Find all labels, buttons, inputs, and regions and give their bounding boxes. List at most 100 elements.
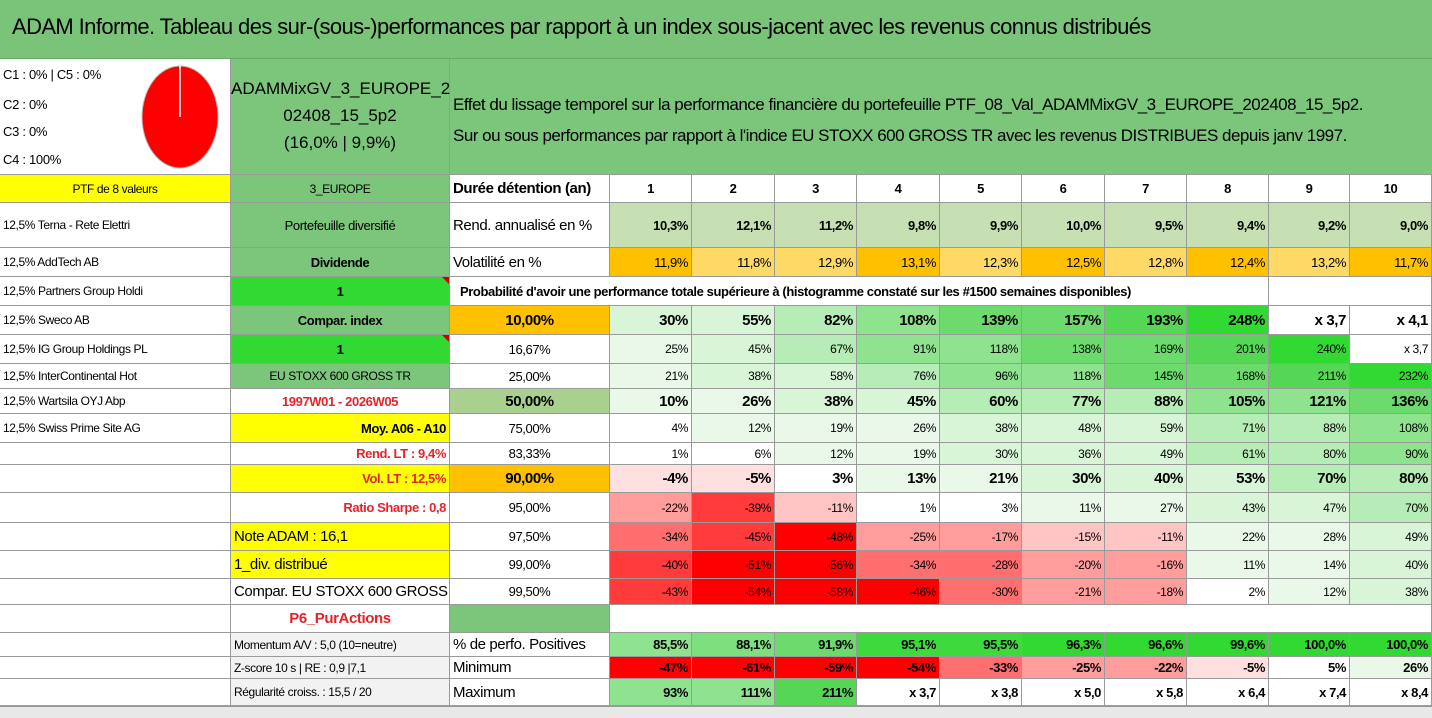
probability-level: 16,67% <box>450 335 610 364</box>
probability-value: 136% <box>1350 389 1432 414</box>
maximum-value: x 5,8 <box>1105 679 1187 706</box>
probability-value: 40% <box>1105 465 1187 493</box>
probability-value: -17% <box>940 523 1022 551</box>
duration-label: Durée détention (an) <box>450 175 610 203</box>
probability-value: 40% <box>1350 551 1432 579</box>
empty-cell <box>0 605 231 633</box>
probability-value: 2% <box>1187 579 1269 605</box>
probability-value: -43% <box>610 579 692 605</box>
probability-value: -34% <box>857 551 940 579</box>
probability-value: 88% <box>1105 389 1187 414</box>
probability-value: 118% <box>1022 364 1105 389</box>
probability-value: 19% <box>775 414 857 443</box>
region-label: 3_EUROPE <box>231 175 450 203</box>
vol-value: 11,8% <box>692 248 775 277</box>
probability-value: 70% <box>1269 465 1350 493</box>
rend-value: 10,0% <box>1022 203 1105 248</box>
probability-value: 71% <box>1187 414 1269 443</box>
empty-cell <box>0 523 231 551</box>
allocation-pie-chart <box>141 65 219 169</box>
year-header: 5 <box>940 175 1022 203</box>
probability-value: 38% <box>1350 579 1432 605</box>
probability-value: 1% <box>610 443 692 465</box>
probability-value: 61% <box>1187 443 1269 465</box>
probability-value: 118% <box>940 335 1022 364</box>
probability-value: 157% <box>1022 306 1105 335</box>
holding-item: 12,5% Partners Group Holdi <box>0 277 231 306</box>
vol-value: 13,2% <box>1269 248 1350 277</box>
probability-value: 168% <box>1187 364 1269 389</box>
probability-value: -34% <box>610 523 692 551</box>
probability-value: x 3,7 <box>1269 306 1350 335</box>
probability-value: 26% <box>857 414 940 443</box>
probability-value: 12% <box>775 443 857 465</box>
positive-perf-value: 95,5% <box>940 633 1022 657</box>
year-header: 8 <box>1187 175 1269 203</box>
probability-value: 38% <box>775 389 857 414</box>
probability-value: 45% <box>857 389 940 414</box>
probability-level: 90,00% <box>450 465 610 493</box>
positive-perf-value: 95,1% <box>857 633 940 657</box>
vol-value: 12,4% <box>1187 248 1269 277</box>
probability-value: 55% <box>692 306 775 335</box>
vol-value: 12,5% <box>1022 248 1105 277</box>
probability-value: -28% <box>940 551 1022 579</box>
positive-perf-value: 100,0% <box>1269 633 1350 657</box>
probability-value: -40% <box>610 551 692 579</box>
probability-value: 77% <box>1022 389 1105 414</box>
year-header: 4 <box>857 175 940 203</box>
probability-value: -11% <box>1105 523 1187 551</box>
legend-c1-c5: C1 : 0% | C5 : 0% <box>3 67 101 82</box>
index-name: EU STOXX 600 GROSS TR <box>231 364 450 389</box>
portfolio-name-box: ADAMMixGV_3_EUROPE_2 02408_15_5p2 (16,0%… <box>231 59 450 175</box>
minimum-value: -47% <box>610 657 692 679</box>
probability-value: 248% <box>1187 306 1269 335</box>
compar-full-label: Compar. EU STOXX 600 GROSS TR <box>231 579 450 605</box>
probability-value: 211% <box>1269 364 1350 389</box>
minimum-value: -54% <box>857 657 940 679</box>
probability-level: 95,00% <box>450 493 610 523</box>
probability-value: 139% <box>940 306 1022 335</box>
year-header: 7 <box>1105 175 1187 203</box>
sharpe-label: Ratio Sharpe : 0,8 <box>231 493 450 523</box>
probability-level: 97,50% <box>450 523 610 551</box>
probability-value: 25% <box>610 335 692 364</box>
probability-value: 21% <box>610 364 692 389</box>
probability-value: 48% <box>1022 414 1105 443</box>
empty-cell <box>0 493 231 523</box>
probability-value: 90% <box>1350 443 1432 465</box>
probability-value: 12% <box>1269 579 1350 605</box>
positive-perf-value: 96,6% <box>1105 633 1187 657</box>
maximum-value: x 3,8 <box>940 679 1022 706</box>
legend-c3: C3 : 0% <box>3 124 48 139</box>
maximum-info: Régularité croiss. : 15,5 / 20 <box>231 679 450 706</box>
holding-item: 12,5% Wartsila OYJ Abp <box>0 389 231 414</box>
rend-value: 11,2% <box>775 203 857 248</box>
portfolio-name-line2: 02408_15_5p2 <box>283 106 397 125</box>
probability-value: 82% <box>775 306 857 335</box>
empty-cell <box>610 605 1432 633</box>
empty-cell <box>1269 277 1432 306</box>
probability-value: 58% <box>775 364 857 389</box>
probability-value: 105% <box>1187 389 1269 414</box>
div-distrib-label: 1_div. distribué <box>231 551 450 579</box>
positive-perf-value: 99,6% <box>1187 633 1269 657</box>
probability-value: -45% <box>692 523 775 551</box>
probability-value: 27% <box>1105 493 1187 523</box>
compar-label: Compar. index <box>231 306 450 335</box>
legend-c2: C2 : 0% <box>3 97 48 112</box>
probability-value: 121% <box>1269 389 1350 414</box>
probability-value: -21% <box>1022 579 1105 605</box>
year-header: 6 <box>1022 175 1105 203</box>
probability-value: 232% <box>1350 364 1432 389</box>
minimum-value: 5% <box>1269 657 1350 679</box>
class-legend: C1 : 0% | C5 : 0% C2 : 0% C3 : 0% C4 : 1… <box>0 59 231 175</box>
empty-cell <box>0 679 231 706</box>
probability-value: 201% <box>1187 335 1269 364</box>
minimum-value: -61% <box>692 657 775 679</box>
holdings-header: PTF de 8 valeurs <box>0 175 231 203</box>
description-line1: Effet du lissage temporel sur la perform… <box>453 95 1363 114</box>
minimum-value: -5% <box>1187 657 1269 679</box>
probability-value: 59% <box>1105 414 1187 443</box>
probability-value: -39% <box>692 493 775 523</box>
